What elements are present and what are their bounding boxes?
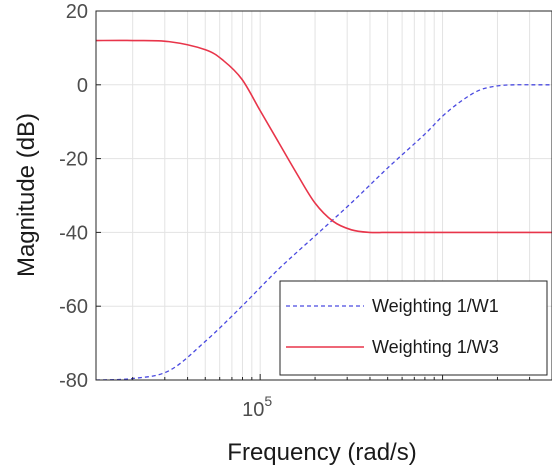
- y-axis-label: Magnitude (dB): [13, 113, 40, 277]
- x-tick-label: 105: [242, 393, 272, 421]
- y-tick-label: -40: [59, 222, 88, 244]
- series-line-weighting-1-w1: [96, 84, 552, 380]
- axis-ticks: [96, 10, 531, 381]
- series-lines: [96, 39, 552, 380]
- x-tick-label-base: 10: [242, 399, 264, 421]
- plot-frame: [95, 10, 552, 381]
- legend-entry-weighting-1-w3: Weighting 1/W3: [372, 337, 499, 357]
- y-tick-label: 0: [77, 75, 88, 97]
- y-tick-label: -80: [59, 370, 88, 392]
- axis-tick-labels: 20 0 -20 -40 -60 -80 105: [59, 1, 272, 421]
- y-tick-label: -20: [59, 149, 88, 171]
- x-tick-label-exponent: 5: [264, 393, 272, 409]
- x-axis-label: Frequency (rad/s): [227, 439, 416, 466]
- legend: Weighting 1/W1 Weighting 1/W3: [279, 280, 548, 376]
- legend-entry-weighting-1-w1: Weighting 1/W1: [372, 296, 499, 316]
- y-tick-label: 20: [66, 1, 88, 23]
- legend-box: [279, 280, 548, 376]
- y-tick-label: -60: [59, 296, 88, 318]
- series-line-weighting-1-w3: [96, 39, 552, 234]
